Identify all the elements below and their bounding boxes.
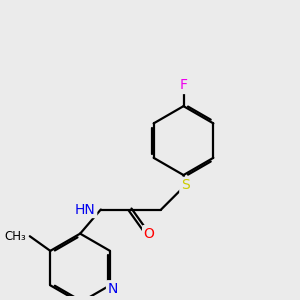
Text: N: N [107,282,118,296]
Text: HN: HN [75,202,96,217]
Text: F: F [179,79,188,92]
Text: O: O [144,226,154,241]
Text: S: S [181,178,190,192]
Text: CH₃: CH₃ [4,230,26,243]
